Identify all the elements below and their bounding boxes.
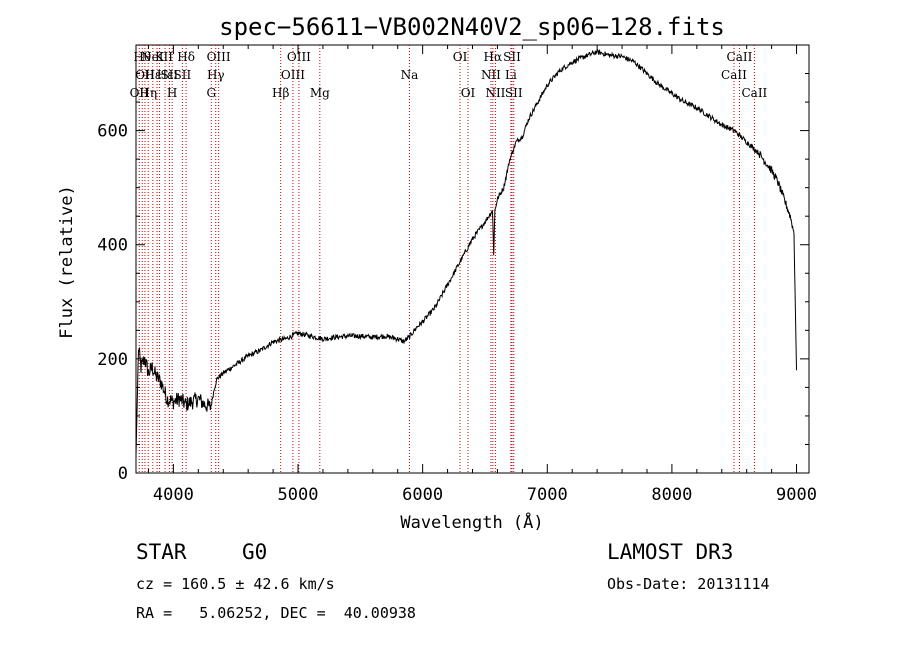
object-class: STAR <box>136 540 187 564</box>
emission-line-label: Hε <box>157 68 174 82</box>
emission-line-label: OIII <box>281 68 305 82</box>
emission-line-label: H <box>167 86 177 100</box>
emission-line-labels: OIIHθOIIHηHεNeIIIKHεSIIHSIIHδGHγOIIIHβOI… <box>130 50 768 100</box>
emission-line-label: CaII <box>727 50 753 64</box>
x-tick-label: 5000 <box>278 485 319 505</box>
survey-name: LAMOST DR3 <box>607 540 734 564</box>
emission-line-label: CaII <box>721 68 747 82</box>
plot-frame <box>135 44 810 474</box>
emission-line-label: OI <box>461 86 476 100</box>
y-axis-ticks: 0 200 400 600 <box>97 73 809 484</box>
emission-line-label: Hδ <box>177 50 195 64</box>
emission-line-label: OII <box>135 68 155 82</box>
emission-line-label: Hθ <box>133 50 151 64</box>
x-tick-label: 9000 <box>776 485 817 505</box>
emission-line-label: Li <box>505 68 517 82</box>
emission-line-label: OII <box>130 86 150 100</box>
y-tick-label: 0 <box>118 464 128 484</box>
emission-line-label: Hγ <box>207 68 225 82</box>
emission-line-label: SII <box>503 50 521 64</box>
emission-line-markers <box>138 45 755 473</box>
observation-date: Obs-Date: 20131114 <box>607 575 770 593</box>
emission-line-label: OI <box>453 50 468 64</box>
emission-line-label: G <box>206 86 216 100</box>
y-tick-label: 200 <box>97 350 128 370</box>
emission-line-label: CaII <box>741 86 767 100</box>
x-tick-label: 4000 <box>153 485 194 505</box>
x-axis-label: Wavelength (Å) <box>400 511 543 533</box>
y-axis-label: Flux (relative) <box>57 185 77 339</box>
x-tick-label: 8000 <box>651 485 692 505</box>
emission-line-label: Hα <box>484 50 503 64</box>
redshift-cz: cz = 160.5 ± 42.6 km/s <box>136 575 335 593</box>
emission-line-label: Hε <box>144 68 161 82</box>
chart-title: spec−56611−VB002N40V2_sp06−128.fits <box>219 13 725 41</box>
spectrum-line <box>135 48 797 456</box>
emission-line-label: Hβ <box>272 86 289 100</box>
emission-line-label: Na <box>401 68 419 82</box>
emission-line-label: OIII <box>287 50 311 64</box>
emission-line-label: NeIII <box>141 50 173 64</box>
x-tick-label: 6000 <box>402 485 443 505</box>
object-subclass: G0 <box>242 540 268 564</box>
emission-line-label: SII <box>161 68 179 82</box>
emission-line-label: Hη <box>139 86 157 100</box>
emission-line-label: OIII <box>207 50 231 64</box>
y-tick-label: 400 <box>97 236 128 256</box>
emission-line-label: Mg <box>310 86 330 100</box>
emission-line-label: NII <box>481 68 501 82</box>
emission-line-label: K <box>155 50 165 64</box>
x-axis-ticks: 4000 5000 6000 7000 8000 9000 <box>147 45 817 505</box>
emission-line-label: SII <box>505 86 523 100</box>
y-tick-label: 600 <box>97 122 128 142</box>
coordinates: RA = 5.06252, DEC = 40.00938 <box>136 604 416 622</box>
emission-line-label: NII <box>485 86 505 100</box>
emission-line-label: SII <box>174 68 192 82</box>
x-tick-label: 7000 <box>527 485 568 505</box>
